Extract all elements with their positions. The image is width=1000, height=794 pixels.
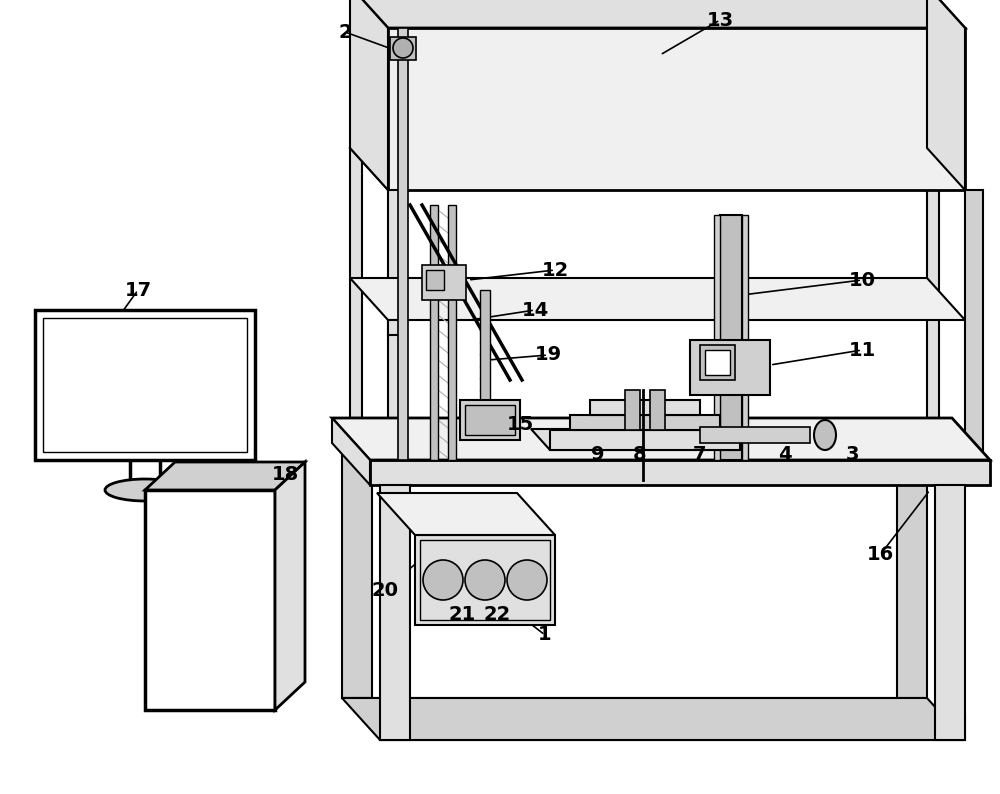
Text: 2: 2 [338,22,352,41]
Polygon shape [448,205,456,460]
Polygon shape [43,318,247,452]
Polygon shape [342,698,965,740]
Text: 20: 20 [372,580,398,599]
Polygon shape [480,290,490,430]
Polygon shape [550,430,740,450]
Text: 16: 16 [866,545,894,565]
Polygon shape [700,345,735,380]
Polygon shape [350,148,362,418]
Circle shape [423,560,463,600]
Polygon shape [570,415,720,430]
Ellipse shape [814,420,836,450]
Polygon shape [927,0,965,190]
Polygon shape [460,400,520,440]
Polygon shape [342,443,372,698]
Text: 10: 10 [848,271,876,290]
Polygon shape [145,462,305,490]
Polygon shape [388,190,400,460]
Polygon shape [422,265,466,300]
Text: 14: 14 [521,300,549,319]
Polygon shape [935,485,965,740]
Text: 7: 7 [693,445,707,464]
Polygon shape [390,37,416,60]
Text: 3: 3 [845,445,859,464]
Polygon shape [897,443,927,698]
Polygon shape [705,350,730,375]
Polygon shape [380,485,410,740]
Polygon shape [714,215,720,460]
Polygon shape [350,0,965,28]
Polygon shape [465,405,515,435]
Text: 4: 4 [778,445,792,464]
Text: 11: 11 [848,341,876,360]
Polygon shape [350,0,388,190]
Text: 8: 8 [633,445,647,464]
Polygon shape [350,278,965,320]
Polygon shape [625,390,640,430]
Polygon shape [370,460,990,485]
Polygon shape [388,320,400,335]
Text: 9: 9 [591,445,605,464]
Polygon shape [398,28,408,460]
Polygon shape [430,205,438,460]
Text: 17: 17 [124,280,152,299]
Polygon shape [35,310,255,460]
Polygon shape [531,429,740,450]
Ellipse shape [105,479,185,501]
Circle shape [507,560,547,600]
Polygon shape [145,490,275,710]
Text: 21: 21 [448,606,476,625]
Polygon shape [377,493,555,535]
Polygon shape [690,340,770,395]
Polygon shape [415,535,555,625]
Polygon shape [275,462,305,710]
Text: 15: 15 [506,415,534,434]
Circle shape [393,38,413,58]
Text: 12: 12 [541,260,569,279]
Polygon shape [965,190,983,460]
Text: 1: 1 [538,626,552,645]
Polygon shape [720,215,742,460]
Polygon shape [650,390,665,430]
Text: 22: 22 [483,606,511,625]
Polygon shape [742,215,748,460]
Polygon shape [388,28,965,190]
Polygon shape [332,418,370,485]
Circle shape [465,560,505,600]
Polygon shape [332,418,990,460]
Polygon shape [927,148,939,418]
Text: 13: 13 [706,10,734,29]
Polygon shape [700,427,810,443]
Text: 18: 18 [271,465,299,484]
Polygon shape [426,270,444,290]
Polygon shape [380,715,965,740]
Polygon shape [590,400,700,415]
Text: 19: 19 [534,345,562,364]
